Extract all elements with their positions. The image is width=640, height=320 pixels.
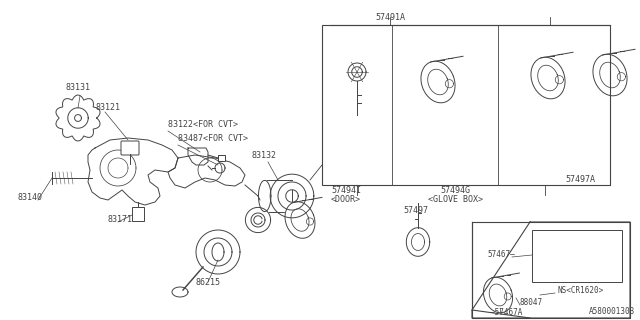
Text: A580001303: A580001303 xyxy=(589,307,635,316)
Polygon shape xyxy=(421,61,455,103)
Polygon shape xyxy=(188,148,208,165)
Text: 83132: 83132 xyxy=(252,151,277,160)
Polygon shape xyxy=(270,174,314,218)
Text: 57494G: 57494G xyxy=(440,186,470,195)
Text: NS<CR1620>: NS<CR1620> xyxy=(558,286,604,295)
Bar xyxy=(218,155,225,161)
Text: 57467—: 57467— xyxy=(487,250,515,259)
Polygon shape xyxy=(483,277,513,313)
Polygon shape xyxy=(406,228,429,256)
Text: —57467A: —57467A xyxy=(490,308,522,317)
Polygon shape xyxy=(88,138,178,205)
Polygon shape xyxy=(285,202,315,238)
Text: 83487<FOR CVT>: 83487<FOR CVT> xyxy=(178,134,248,143)
Polygon shape xyxy=(56,95,100,141)
Polygon shape xyxy=(196,230,240,274)
FancyBboxPatch shape xyxy=(121,141,139,155)
Text: 57497A: 57497A xyxy=(565,175,595,184)
Polygon shape xyxy=(168,155,245,188)
Polygon shape xyxy=(531,57,565,99)
Polygon shape xyxy=(245,207,271,233)
Text: 57497: 57497 xyxy=(403,206,429,215)
Text: 83131: 83131 xyxy=(65,83,90,92)
Bar xyxy=(322,25,610,185)
Text: 83171: 83171 xyxy=(108,215,133,224)
Polygon shape xyxy=(259,180,271,212)
Polygon shape xyxy=(348,63,366,81)
Text: 93048A—: 93048A— xyxy=(535,230,568,239)
Text: 88047: 88047 xyxy=(520,298,543,307)
Text: 83122<FOR CVT>: 83122<FOR CVT> xyxy=(168,120,238,129)
Text: —98026: —98026 xyxy=(535,265,563,274)
Text: 57491A: 57491A xyxy=(375,12,405,21)
Bar xyxy=(132,207,144,221)
Text: 86215: 86215 xyxy=(195,278,221,287)
Text: <DOOR>: <DOOR> xyxy=(331,195,361,204)
Text: 83121: 83121 xyxy=(96,103,121,112)
Text: 57494I: 57494I xyxy=(331,186,361,195)
Polygon shape xyxy=(472,222,630,318)
Bar xyxy=(532,230,622,282)
Text: <GLOVE BOX>: <GLOVE BOX> xyxy=(428,195,483,204)
Text: 83140: 83140 xyxy=(18,193,43,202)
Polygon shape xyxy=(593,54,627,96)
